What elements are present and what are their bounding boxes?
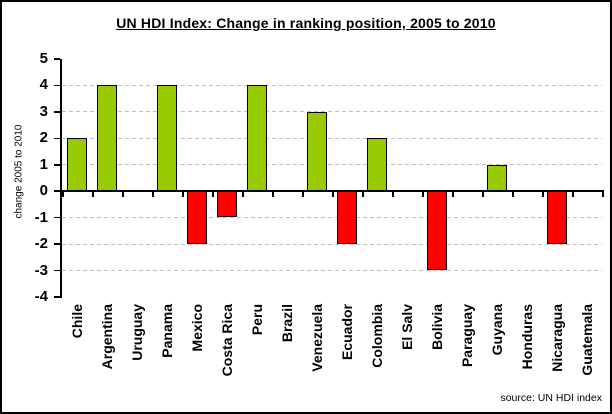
bar-costa-rica <box>217 191 237 218</box>
y-tick <box>54 137 60 140</box>
bar-ecuador <box>337 191 357 244</box>
y-tick <box>54 84 60 87</box>
y-tick-label: 5 <box>39 50 48 67</box>
bar-argentina <box>97 85 117 191</box>
x-tick <box>242 192 244 197</box>
x-category-label-peru: Peru <box>249 304 265 336</box>
gridline <box>62 270 602 272</box>
source-note: source: UN HDI index <box>500 392 602 404</box>
x-category-label-uruguay: Uruguay <box>129 304 145 361</box>
x-tick <box>62 192 64 197</box>
y-tick-label: 4 <box>39 76 48 94</box>
gridline <box>62 111 602 113</box>
y-tick <box>54 269 60 272</box>
bar-bolivia <box>427 191 447 271</box>
y-tick <box>54 164 60 166</box>
bar-panama <box>157 85 177 191</box>
x-tick <box>602 192 604 197</box>
gridline <box>62 164 602 166</box>
gridline <box>62 84 602 86</box>
x-category-label-guyana: Guyana <box>489 304 505 356</box>
bar-colombia <box>367 138 387 191</box>
x-category-label-ecuador: Ecuador <box>339 304 355 361</box>
y-tick-label: 2 <box>39 129 48 147</box>
x-axis-line <box>60 190 604 192</box>
bar-chile <box>67 138 87 191</box>
bar-venezuela <box>307 111 327 191</box>
x-category-label-brazil: Brazil <box>279 304 295 343</box>
x-category-label-chile: Chile <box>69 304 85 339</box>
gridline <box>62 243 602 245</box>
bar-nicaragua <box>547 191 567 244</box>
y-tick-label: 1 <box>39 155 48 173</box>
x-tick <box>122 192 124 197</box>
gridline <box>62 217 602 219</box>
y-tick <box>54 190 60 192</box>
x-tick <box>152 192 154 197</box>
x-tick <box>92 192 94 197</box>
x-category-label-nicaragua: Nicaragua <box>549 304 565 372</box>
x-category-label-panama: Panama <box>159 304 175 358</box>
x-category-label-colombia: Colombia <box>369 304 385 368</box>
bar-guyana <box>487 164 507 191</box>
x-tick <box>392 192 394 197</box>
x-tick <box>452 192 454 197</box>
bar-peru <box>247 85 267 191</box>
x-tick <box>272 192 274 197</box>
x-tick <box>182 192 184 197</box>
x-tick <box>572 192 574 197</box>
x-tick <box>302 192 304 197</box>
x-category-label-honduras: Honduras <box>519 304 535 370</box>
chart-title: UN HDI Index: Change in ranking position… <box>116 15 496 31</box>
x-category-label-paraguay: Paraguay <box>459 304 475 368</box>
x-category-label-venezuela: Venezuela <box>309 304 325 372</box>
y-tick-label: 3 <box>39 102 48 120</box>
y-tick <box>54 296 60 298</box>
x-tick <box>332 192 334 197</box>
y-tick <box>54 243 60 245</box>
y-tick <box>54 216 60 219</box>
y-tick <box>54 111 60 113</box>
x-category-label-argentina: Argentina <box>99 304 115 370</box>
y-tick-label: -2 <box>34 235 48 253</box>
x-category-label-guatemala: Guatemala <box>579 304 595 376</box>
y-tick-label: -3 <box>34 261 48 279</box>
y-tick <box>54 58 60 60</box>
x-tick <box>422 192 424 197</box>
bar-mexico <box>187 191 207 244</box>
y-tick-label: -1 <box>34 208 48 226</box>
y-axis-line <box>60 59 62 298</box>
x-category-label-mexico: Mexico <box>189 304 205 352</box>
x-tick <box>482 192 484 197</box>
x-tick <box>212 192 214 197</box>
x-category-label-costa-rica: Costa Rica <box>219 304 235 377</box>
x-category-label-el-salv: El Salv <box>399 304 415 350</box>
gridline <box>62 137 602 139</box>
x-category-label-bolivia: Bolivia <box>429 304 445 350</box>
x-tick <box>512 192 514 197</box>
y-tick-label: -4 <box>34 288 48 305</box>
y-tick-label: 0 <box>39 182 48 200</box>
x-tick <box>542 192 544 197</box>
x-tick <box>362 192 364 197</box>
